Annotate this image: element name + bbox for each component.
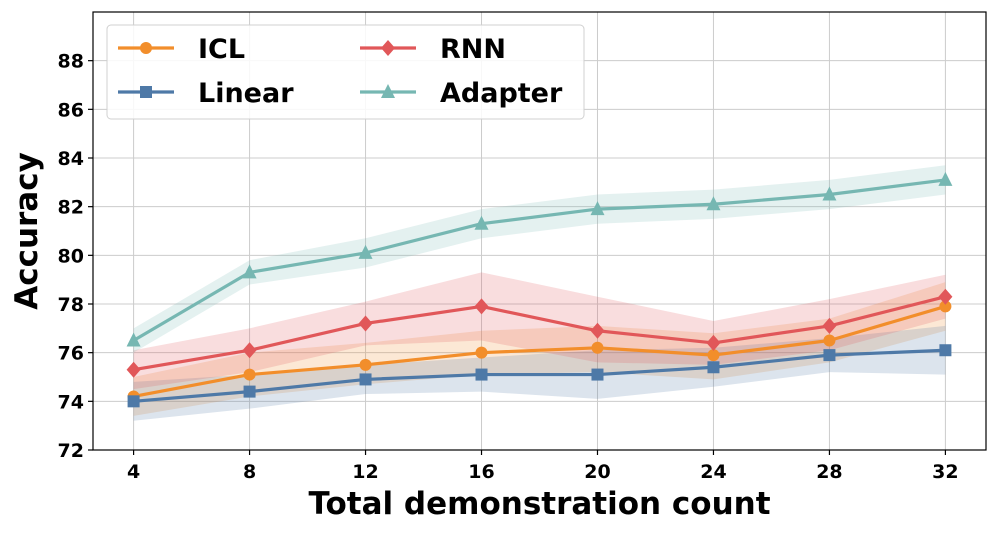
linear-legend-marker — [140, 86, 152, 98]
x-tick-label: 24 — [700, 461, 726, 483]
x-tick-label: 20 — [584, 461, 610, 483]
x-tick-label: 12 — [352, 461, 378, 483]
rnn-data-point — [822, 317, 837, 334]
adapter-series-line — [132, 178, 946, 342]
rnn-data-point — [590, 322, 605, 339]
y-tick-label: 74 — [58, 391, 84, 413]
rnn-data-point — [242, 342, 257, 359]
icl-data-point — [707, 349, 720, 362]
axis-ticks: 4 8 12 16 20 24 28 32 72 74 76 78 80 82 84 86 88 — [58, 51, 959, 483]
icl-legend-marker — [140, 42, 152, 54]
rnn-data-point — [706, 334, 721, 351]
adapter-confidence-band — [133, 165, 946, 353]
linear-data-point — [707, 361, 720, 374]
linear-data-point — [939, 344, 952, 357]
linear-data-point — [475, 368, 488, 381]
rnn-legend-marker — [381, 40, 395, 56]
adapter-data-point — [706, 196, 721, 211]
x-tick-label: 4 — [127, 461, 140, 483]
rnn-data-point — [938, 288, 953, 305]
linear-data-point — [591, 368, 604, 381]
icl-data-point — [243, 368, 256, 381]
icl-series-line — [133, 304, 946, 399]
icl-data-point — [591, 341, 604, 354]
adapter-data-point — [590, 201, 605, 216]
rnn-legend-label: RNN — [440, 34, 506, 65]
y-tick-label: 82 — [58, 197, 84, 219]
x-tick-label: 28 — [816, 461, 842, 483]
adapter-data-point — [474, 215, 489, 230]
adapter-data-point — [358, 244, 373, 259]
rnn-data-point — [474, 298, 489, 315]
adapter-data-point — [126, 332, 141, 347]
x-axis-title: Total demonstration count — [308, 486, 770, 522]
icl-data-point — [823, 334, 836, 347]
rnn-confidence-band — [133, 272, 946, 390]
rnn-data-point — [358, 315, 373, 332]
x-tick-label: 16 — [468, 461, 494, 483]
linear-series-line — [133, 348, 946, 403]
y-tick-label: 72 — [58, 440, 84, 462]
adapter-legend-label: Adapter — [440, 78, 563, 109]
y-tick-label: 84 — [58, 148, 84, 170]
series-markers — [126, 171, 953, 408]
confidence-bands — [133, 165, 946, 421]
linear-legend-label: Linear — [198, 78, 294, 109]
linear-data-point — [359, 373, 372, 386]
icl-data-point — [475, 346, 488, 359]
plot-frame — [92, 11, 987, 451]
x-tick-label: 32 — [932, 461, 958, 483]
icl-legend-label: ICL — [198, 34, 245, 65]
y-tick-label: 80 — [58, 245, 84, 267]
legend: ICL Linear RNN Adapter — [106, 24, 585, 120]
legend-box — [106, 24, 585, 120]
linear-data-point — [823, 349, 836, 362]
icl-data-point — [939, 300, 952, 313]
adapter-data-point — [938, 171, 953, 186]
y-tick-label: 76 — [58, 343, 84, 365]
rnn-series-line — [133, 295, 946, 372]
linear-data-point — [127, 395, 140, 408]
adapter-data-point — [822, 186, 837, 201]
series-lines — [132, 178, 946, 403]
x-tick-label: 8 — [243, 461, 256, 483]
adapter-data-point — [242, 264, 257, 279]
y-tick-label: 78 — [58, 294, 84, 316]
y-tick-label: 88 — [58, 51, 84, 73]
y-tick-label: 86 — [58, 99, 84, 121]
y-axis-title: Accuracy — [9, 152, 45, 310]
linear-data-point — [243, 385, 256, 398]
rnn-data-point — [126, 361, 141, 378]
adapter-legend-marker — [381, 84, 395, 98]
icl-data-point — [359, 358, 372, 371]
